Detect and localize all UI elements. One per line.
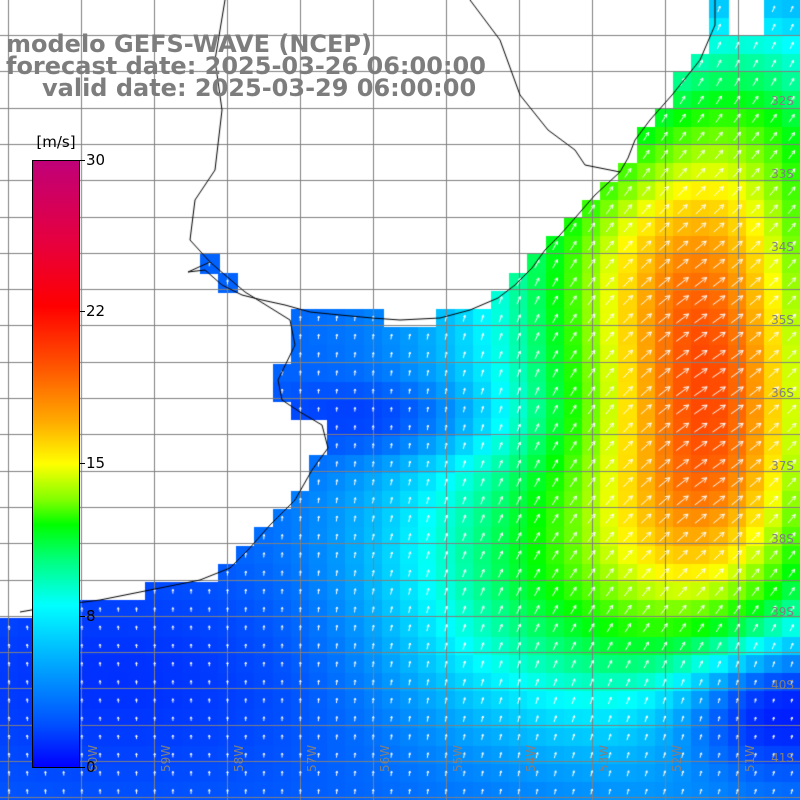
longitude-label: 56W xyxy=(378,744,392,772)
latitude-label: 36S xyxy=(771,386,794,400)
colorbar-tick-mark xyxy=(80,160,85,161)
longitude-label: 51W xyxy=(743,744,757,772)
colorbar-tick-label: 22 xyxy=(86,302,106,320)
colorbar-gradient xyxy=(32,160,80,768)
longitude-label: 57W xyxy=(305,744,319,772)
colorbar-tick-mark xyxy=(80,311,85,312)
longitude-label: 54W xyxy=(524,744,538,772)
colorbar-tick-label: 0 xyxy=(86,758,96,776)
latitude-label: 37S xyxy=(771,459,794,473)
latitude-label: 35S xyxy=(771,313,794,327)
forecast-date: forecast date: 2025-03-26 06:00:00 xyxy=(6,52,486,80)
longitude-label: 59W xyxy=(159,744,173,772)
latitude-label: 34S xyxy=(771,240,794,254)
colorbar-tick-mark xyxy=(80,463,85,464)
longitude-label: 58W xyxy=(232,744,246,772)
latitude-label: 40S xyxy=(771,678,794,692)
latitude-label: 38S xyxy=(771,532,794,546)
model-title: modelo GEFS-WAVE (NCEP) xyxy=(6,30,372,58)
colorbar-tick-label: 30 xyxy=(86,151,106,169)
colorbar-tick-mark xyxy=(80,767,85,768)
colorbar-tick-label: 8 xyxy=(86,607,96,625)
longitude-label: 53W xyxy=(597,744,611,772)
colorbar-tick-label: 15 xyxy=(86,454,106,472)
valid-date: valid date: 2025-03-29 06:00:00 xyxy=(42,74,477,102)
latitude-label: 32S xyxy=(771,94,794,108)
colorbar-tick-mark xyxy=(80,616,85,617)
latitude-label: 41S xyxy=(771,751,794,765)
colorbar-unit: [m/s] xyxy=(36,133,76,151)
longitude-label: 52W xyxy=(670,744,684,772)
longitude-label: 55W xyxy=(451,744,465,772)
latitude-label: 39S xyxy=(771,605,794,619)
latitude-label: 33S xyxy=(771,167,794,181)
